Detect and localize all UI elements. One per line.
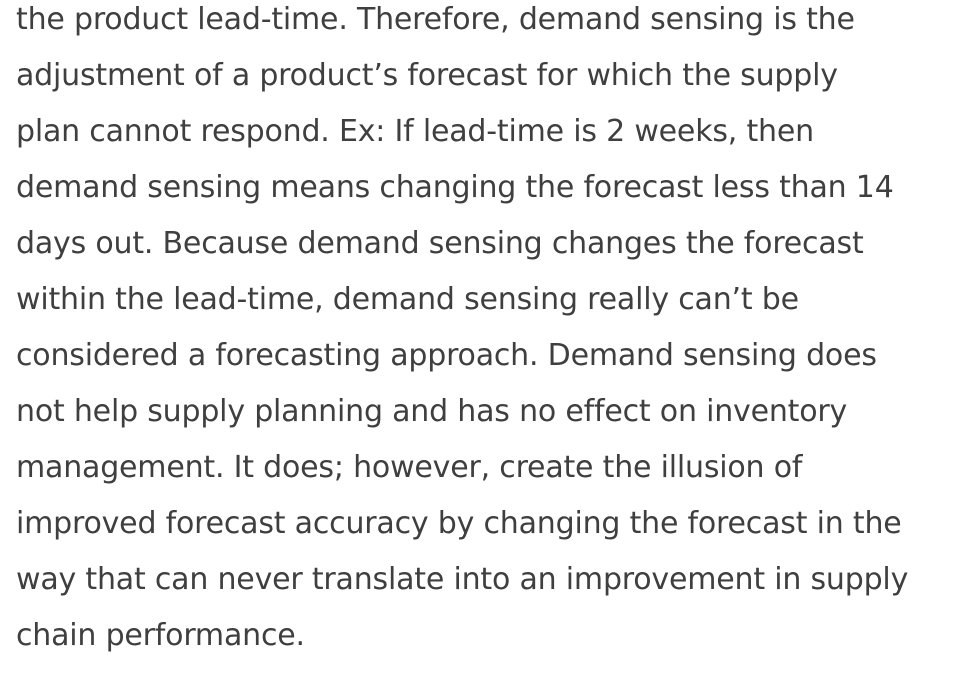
paragraph-line-3: plan cannot respond. Ex: If lead-time is…: [16, 114, 814, 149]
paragraph-line-1: the product lead-time. Therefore, demand…: [16, 2, 855, 37]
paragraph-line-4: demand sensing means changing the foreca…: [16, 170, 894, 205]
paragraph-line-9: management. It does; however, create the…: [16, 450, 803, 485]
paragraph-line-2: adjustment of a product’s forecast for w…: [16, 58, 838, 93]
paragraph-line-10: improved forecast accuracy by changing t…: [16, 506, 902, 541]
article-paragraph: the product lead-time. Therefore, demand…: [16, 0, 966, 664]
paragraph-line-11: way that can never translate into an imp…: [16, 562, 909, 597]
paragraph-line-5: days out. Because demand sensing changes…: [16, 226, 864, 261]
paragraph-line-6: within the lead-time, demand sensing rea…: [16, 282, 799, 317]
paragraph-line-7: considered a forecasting approach. Deman…: [16, 338, 877, 373]
paragraph-line-8: not help supply planning and has no effe…: [16, 394, 848, 429]
paragraph-line-12: chain performance.: [16, 618, 305, 653]
